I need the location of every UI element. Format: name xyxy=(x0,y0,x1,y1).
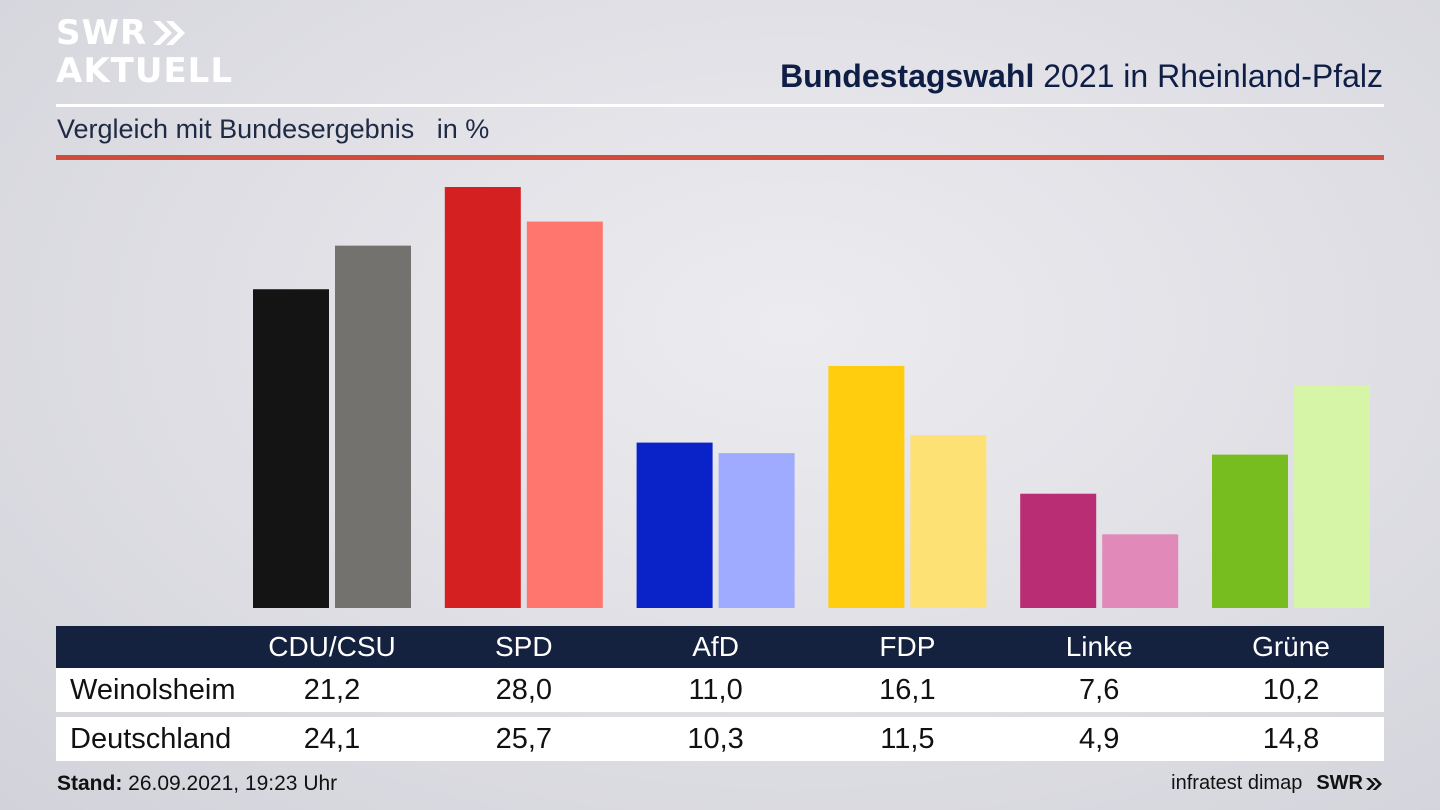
bar-deutschland-spd xyxy=(526,221,603,608)
logo-aktuell-text: AKTUELL xyxy=(56,51,234,91)
stand-value: 26.09.2021, 19:23 Uhr xyxy=(122,772,338,795)
value-cell: 16,1 xyxy=(879,673,936,706)
timestamp: Stand: 26.09.2021, 19:23 Uhr xyxy=(57,772,337,796)
value-cell: 25,7 xyxy=(495,722,553,755)
bar-weinolsheim-spd xyxy=(444,187,521,608)
value-cell: 7,6 xyxy=(1079,673,1120,706)
table-row: Deutschland 24,1 25,7 10,3 11,5 4,9 14,8 xyxy=(56,717,1384,761)
column-header: SPD xyxy=(495,631,553,662)
footer-credits: infratest dimap SWR xyxy=(1171,772,1383,795)
bar-weinolsheim-cducsu xyxy=(253,289,329,608)
title-divider xyxy=(56,104,1384,107)
bar-deutschland-afd xyxy=(718,453,795,608)
value-cell: 14,8 xyxy=(1262,722,1320,755)
bar-deutschland-fdp xyxy=(910,435,987,608)
value-cell: 21,2 xyxy=(303,673,361,706)
value-cell: 4,9 xyxy=(1079,722,1120,755)
column-header: FDP xyxy=(879,631,936,662)
value-cell: 28,0 xyxy=(495,673,553,706)
bar-weinolsheim-fdp xyxy=(828,365,905,608)
logo-swr-text: SWR xyxy=(56,13,148,53)
value-cell: 24,1 xyxy=(303,722,361,755)
chart-subtitle: Vergleich mit Bundesergebnis in % xyxy=(57,114,490,144)
bar-weinolsheim-afd xyxy=(636,442,713,608)
value-cell: 10,3 xyxy=(687,722,744,755)
source-label: infratest dimap xyxy=(1171,772,1303,794)
row-label: Deutschland xyxy=(70,722,232,755)
title-rest: 2021 in Rheinland-Pfalz xyxy=(1034,58,1383,94)
swr-aktuell-logo: SWR AKTUELL xyxy=(56,16,233,88)
bar-weinolsheim-linke xyxy=(1020,493,1097,608)
column-header: Linke xyxy=(1065,631,1133,662)
bar-deutschland-cducsu xyxy=(335,245,411,608)
footer-brand-text: SWR xyxy=(1316,772,1363,794)
column-header: AfD xyxy=(692,631,739,662)
swr-footer-logo: SWR xyxy=(1316,772,1383,795)
bar-deutschland-linke xyxy=(1102,534,1179,608)
page-title: Bundestagswahl 2021 in Rheinland-Pfalz xyxy=(780,58,1383,95)
table-row: Weinolsheim 21,2 28,0 11,0 16,1 7,6 10,2 xyxy=(56,668,1384,712)
value-cell: 11,0 xyxy=(688,673,743,706)
results-table: CDU/CSU SPD AfD FDP Linke Grüne Weinolsheim 2… xyxy=(56,626,1384,761)
title-bold: Bundestagswahl xyxy=(780,58,1035,94)
bar-deutschland-grne xyxy=(1294,385,1370,608)
chevrons-icon xyxy=(1366,777,1382,790)
value-cell: 10,2 xyxy=(1262,673,1320,706)
column-header: Grüne xyxy=(1252,631,1330,662)
subtitle-divider xyxy=(56,155,1384,160)
table-header: CDU/CSU SPD AfD FDP Linke Grüne xyxy=(56,626,1384,668)
row-label: Weinolsheim xyxy=(70,673,236,706)
stand-label: Stand: xyxy=(57,772,123,795)
value-cell: 11,5 xyxy=(880,722,935,755)
bar-weinolsheim-grne xyxy=(1212,454,1288,608)
chevrons-icon xyxy=(153,21,186,45)
column-header: CDU/CSU xyxy=(268,631,396,662)
